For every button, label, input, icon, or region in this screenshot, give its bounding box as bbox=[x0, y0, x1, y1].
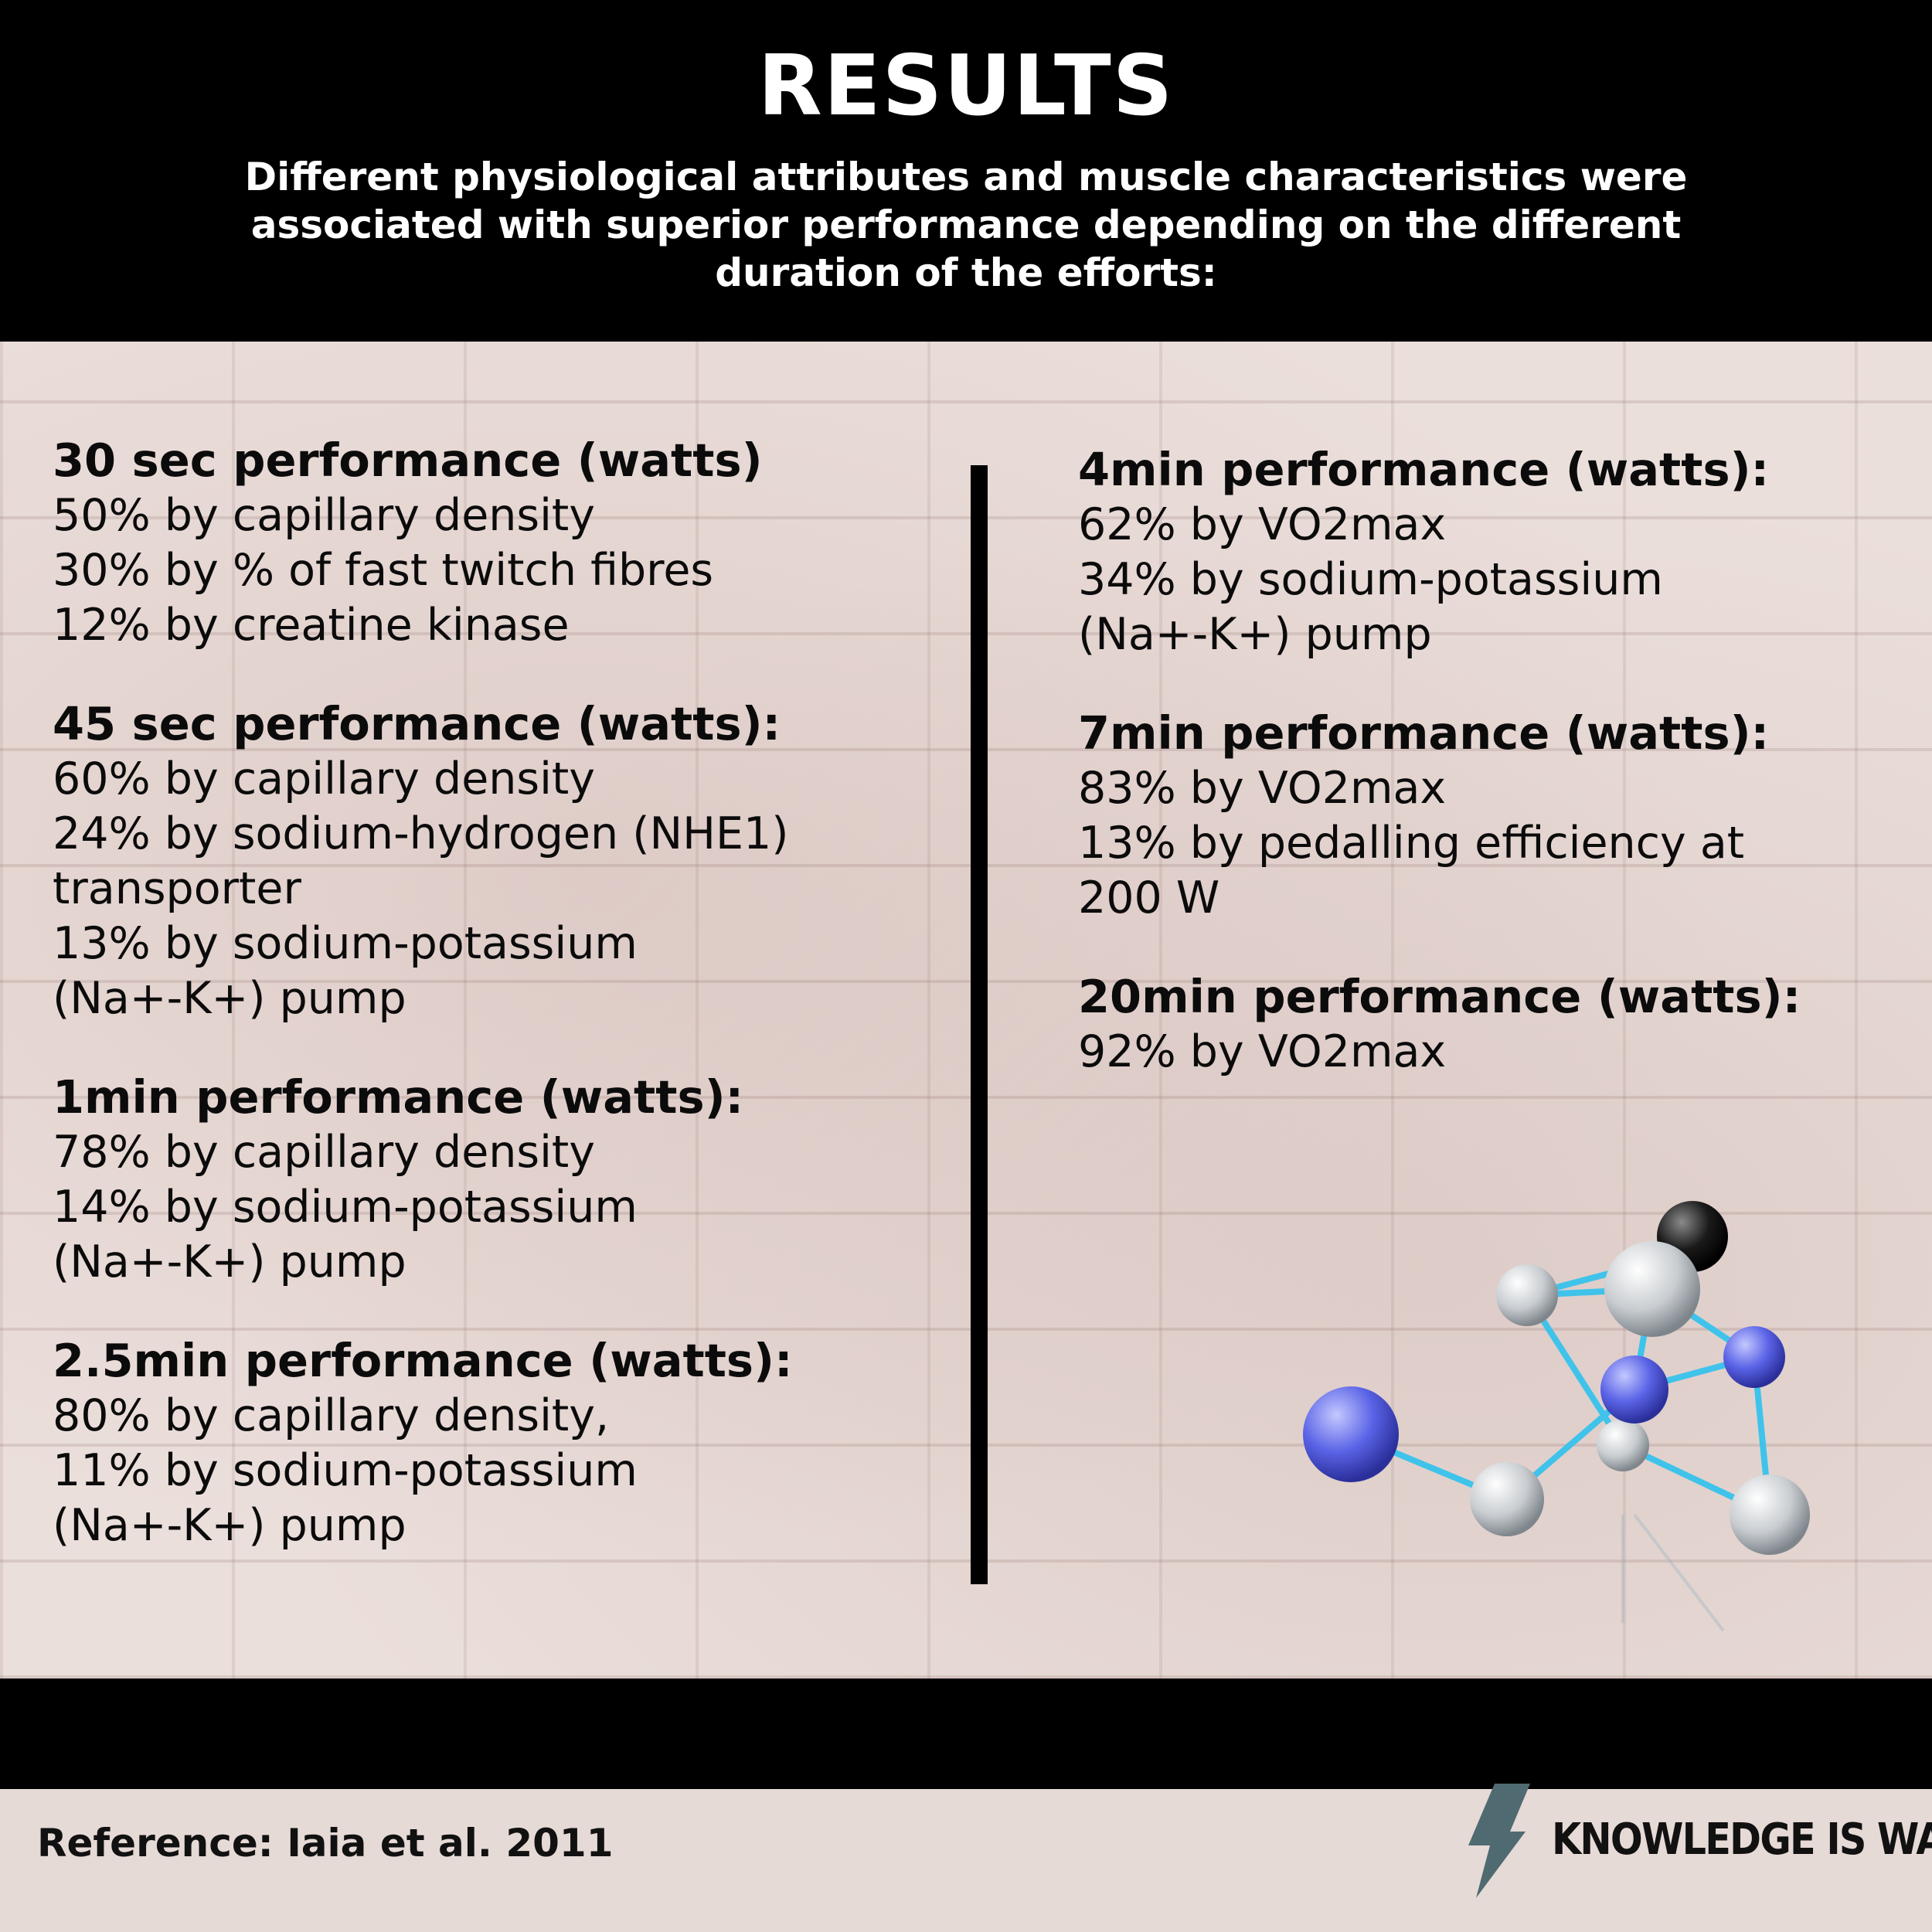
section-title: 1min performance (watts): bbox=[53, 1070, 744, 1124]
atom-white bbox=[1604, 1241, 1700, 1337]
brand-logo: KNOWLEDGE IS WATT bbox=[1468, 1777, 1932, 1901]
atom-blue bbox=[1723, 1326, 1785, 1388]
result-section: 2.5min performance (watts): 80% by capil… bbox=[53, 1333, 941, 1553]
section-title: 45 sec performance (watts): bbox=[53, 697, 781, 750]
bottom-strip bbox=[0, 1789, 1932, 1932]
result-line: 78% by capillary density bbox=[53, 1127, 596, 1178]
result-line: 12% by creatine kinase bbox=[53, 600, 570, 651]
brick-wall-background bbox=[0, 342, 1932, 1679]
result-line: 14% by sodium-potassium bbox=[53, 1182, 638, 1233]
section-title: 2.5min performance (watts): bbox=[53, 1334, 793, 1387]
result-section: 30 sec performance (watts) 50% by capill… bbox=[53, 433, 941, 653]
page-title: RESULTS bbox=[757, 38, 1175, 134]
atom-blue bbox=[1600, 1355, 1668, 1423]
result-line: 200 W bbox=[1078, 872, 1220, 923]
footer-bar bbox=[0, 1679, 1932, 1789]
result-line: (Na+-K+) pump bbox=[53, 1500, 406, 1551]
brand-name: KNOWLEDGE IS WATT bbox=[1552, 1815, 1932, 1865]
result-line: 80% by capillary density, bbox=[53, 1390, 610, 1441]
result-section: 7min performance (watts): 83% by VO2max … bbox=[1078, 706, 1889, 926]
result-line: 60% by capillary density bbox=[53, 753, 596, 804]
result-line: (Na+-K+) pump bbox=[1078, 609, 1432, 660]
result-line: (Na+-K+) pump bbox=[53, 973, 406, 1024]
result-line: transporter bbox=[53, 863, 301, 914]
atom-white bbox=[1496, 1264, 1558, 1326]
atom-blue bbox=[1303, 1386, 1399, 1482]
result-section: 1min performance (watts): 78% by capilla… bbox=[53, 1070, 941, 1290]
result-line: 30% by % of fast twitch fibres bbox=[53, 545, 714, 596]
reference-text: Reference: Iaia et al. 2011 bbox=[37, 1821, 614, 1866]
atom-white bbox=[1730, 1475, 1810, 1555]
result-section: 4min performance (watts): 62% by VO2max … bbox=[1078, 442, 1889, 662]
result-line: 62% by VO2max bbox=[1078, 499, 1447, 550]
result-line: 50% by capillary density bbox=[53, 490, 596, 541]
atom-white bbox=[1597, 1419, 1649, 1471]
section-title: 20min performance (watts): bbox=[1078, 970, 1801, 1023]
section-title: 7min performance (watts): bbox=[1078, 706, 1770, 760]
page-subtitle: Different physiological attributes and m… bbox=[244, 155, 1688, 295]
result-line: 83% by VO2max bbox=[1078, 763, 1447, 814]
atom-white bbox=[1470, 1462, 1544, 1536]
result-line: 13% by pedalling efficiency at bbox=[1078, 818, 1745, 869]
result-line: (Na+-K+) pump bbox=[53, 1236, 406, 1287]
result-section: 45 sec performance (watts): 60% by capil… bbox=[53, 696, 941, 1026]
result-line: 34% by sodium-potassium bbox=[1078, 554, 1663, 605]
right-column: 4min performance (watts): 62% by VO2max … bbox=[1078, 442, 1889, 1123]
section-title: 4min performance (watts): bbox=[1078, 443, 1770, 496]
section-title: 30 sec performance (watts) bbox=[53, 434, 763, 487]
header-bar: RESULTS Different physiological attribut… bbox=[0, 0, 1932, 342]
result-line: 11% by sodium-potassium bbox=[53, 1445, 638, 1496]
result-line: 13% by sodium-potassium bbox=[53, 918, 638, 969]
lightning-bolt-icon bbox=[1468, 1784, 1530, 1898]
left-column: 30 sec performance (watts) 50% by capill… bbox=[53, 433, 941, 1597]
result-section: 20min performance (watts): 92% by VO2max bbox=[1078, 969, 1889, 1080]
result-line: 92% by VO2max bbox=[1078, 1026, 1447, 1077]
column-divider bbox=[971, 465, 988, 1584]
molecule-bonds bbox=[1349, 1233, 1773, 1518]
result-line: 24% by sodium-hydrogen (NHE1) bbox=[53, 808, 789, 859]
molecule-illustration bbox=[1303, 1201, 1810, 1632]
